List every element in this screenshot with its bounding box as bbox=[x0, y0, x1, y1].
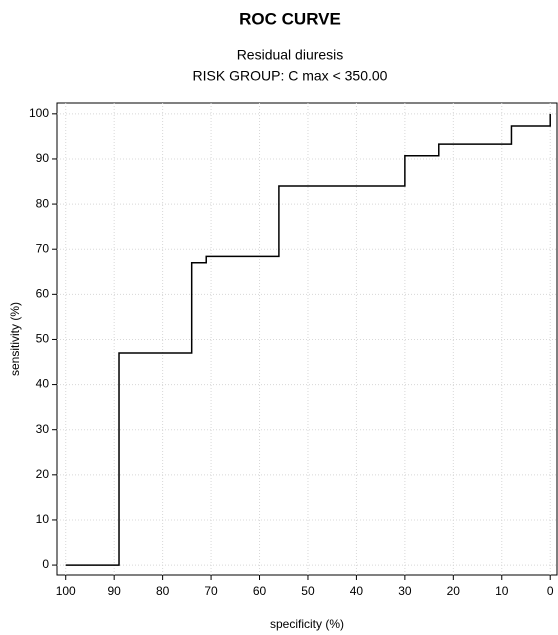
chart-title: ROC CURVE bbox=[239, 9, 341, 28]
x-axis-label: specificity (%) bbox=[270, 617, 344, 631]
y-tick-label: 10 bbox=[36, 512, 50, 526]
y-tick-label: 40 bbox=[36, 377, 50, 391]
y-axis-label: sensitivity (%) bbox=[8, 302, 22, 376]
x-tick-label: 80 bbox=[156, 584, 170, 598]
roc-line bbox=[65, 113, 551, 566]
y-tick-label: 30 bbox=[36, 422, 50, 436]
y-tick-label: 70 bbox=[36, 241, 50, 255]
x-tick-label: 100 bbox=[56, 584, 76, 598]
y-tick-label: 20 bbox=[36, 467, 50, 481]
chart-subtitle: RISK GROUP: C max < 350.00 bbox=[193, 68, 388, 84]
x-tick-label: 20 bbox=[447, 584, 461, 598]
y-tick-label: 0 bbox=[42, 557, 49, 571]
x-tick-label: 0 bbox=[547, 584, 554, 598]
x-tick-label: 10 bbox=[495, 584, 509, 598]
x-tick-label: 30 bbox=[398, 584, 412, 598]
x-tick-label: 60 bbox=[253, 584, 267, 598]
x-tick-label: 40 bbox=[350, 584, 364, 598]
x-tick-label: 90 bbox=[107, 584, 121, 598]
y-tick-label: 50 bbox=[36, 332, 50, 346]
y-tick-label: 100 bbox=[29, 106, 49, 120]
y-tick-label: 80 bbox=[36, 196, 50, 210]
y-tick-label: 60 bbox=[36, 286, 50, 300]
y-tick-label: 90 bbox=[36, 151, 50, 165]
x-tick-label: 50 bbox=[301, 584, 315, 598]
chart-subtitle: Residual diuresis bbox=[237, 47, 344, 63]
x-tick-label: 70 bbox=[204, 584, 218, 598]
